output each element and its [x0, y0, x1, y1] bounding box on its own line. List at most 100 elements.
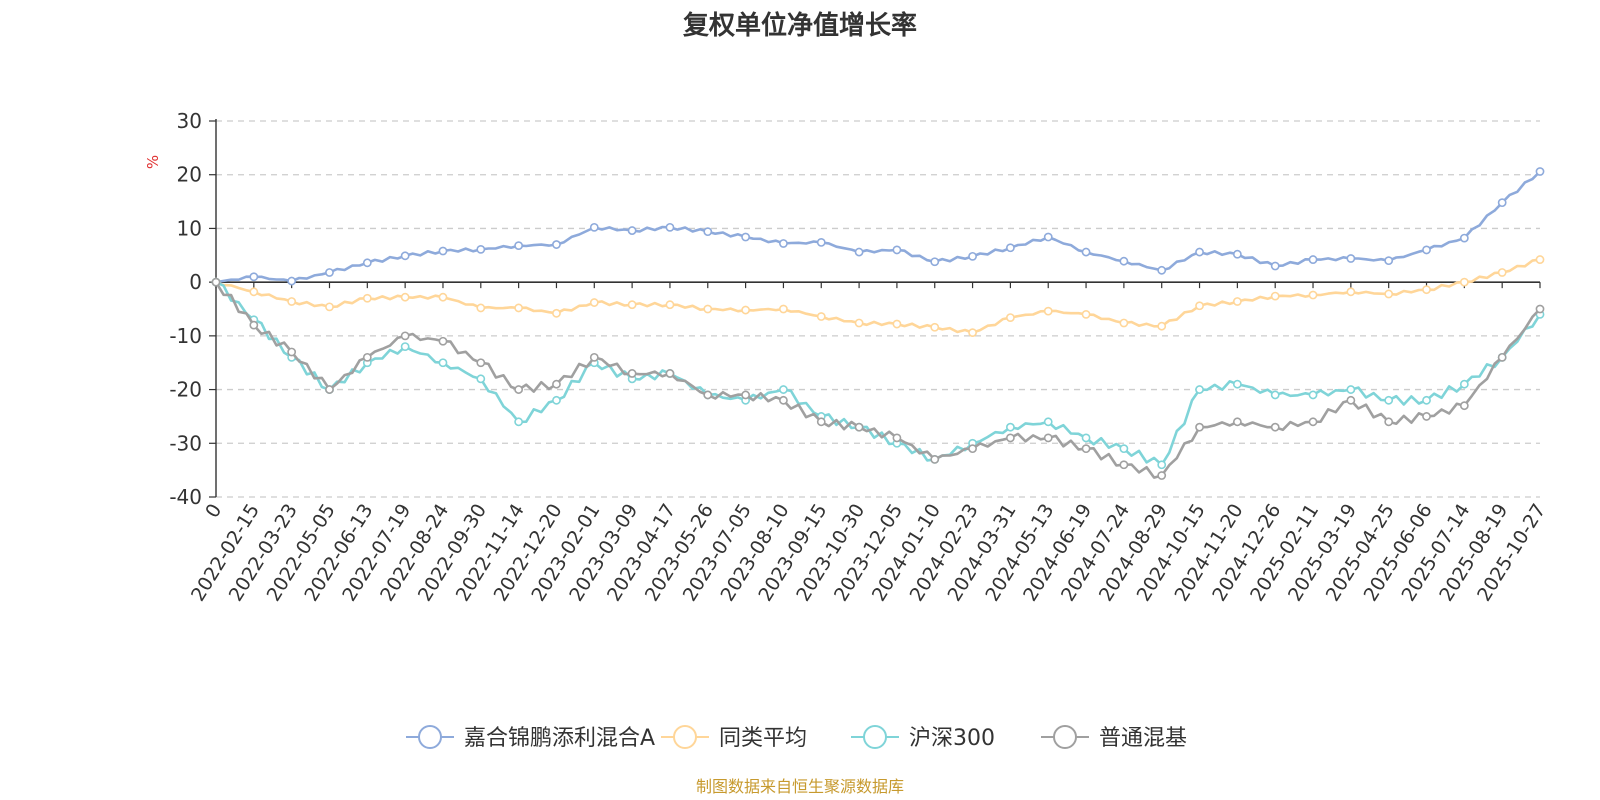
data-point: [1043, 433, 1053, 443]
data-point: [741, 232, 750, 242]
data-point: [1270, 261, 1280, 271]
data-point: [741, 390, 750, 400]
series-layer: [211, 167, 1545, 480]
y-tick-label: 30: [177, 109, 202, 133]
data-point: [476, 244, 486, 254]
legend-item[interactable]: 普通混基: [1041, 725, 1187, 751]
legend-marker: [673, 725, 697, 749]
data-point: [1081, 247, 1091, 257]
data-point: [816, 312, 826, 321]
data-point: [930, 454, 940, 464]
data-point: [589, 222, 599, 232]
data-point: [968, 444, 977, 454]
data-point: [816, 237, 826, 247]
data-point: [1232, 297, 1242, 306]
y-tick-label: 20: [177, 163, 202, 187]
data-point: [249, 287, 259, 297]
series-0: [211, 167, 1545, 287]
data-point: [1119, 318, 1129, 328]
data-point: [1081, 433, 1091, 443]
data-point: [1384, 289, 1394, 299]
y-axis-unit: %: [144, 155, 162, 169]
data-point: [1232, 249, 1242, 259]
data-point: [1043, 306, 1053, 316]
data-point: [1006, 243, 1015, 253]
data-point: [930, 257, 940, 267]
data-point: [1308, 255, 1318, 264]
data-point: [552, 379, 561, 389]
data-point: [1308, 290, 1318, 300]
legend-item[interactable]: 沪深300: [851, 725, 995, 751]
data-point: [1459, 401, 1469, 411]
data-point: [362, 352, 372, 362]
data-point: [514, 303, 524, 313]
data-point: [1195, 247, 1204, 257]
series-3: [211, 277, 1545, 480]
grid-lines: [216, 120, 1540, 498]
data-point: [892, 245, 902, 255]
data-point: [665, 369, 675, 378]
data-point: [552, 395, 561, 405]
legend-marker: [1053, 725, 1077, 749]
data-point: [779, 239, 788, 248]
data-point: [1157, 265, 1167, 275]
legend[interactable]: 嘉合锦鹏添利混合A 同类平均 沪深300 普通混基: [406, 725, 1187, 751]
data-point: [1459, 277, 1469, 287]
data-point: [627, 369, 637, 378]
data-point: [892, 433, 902, 443]
data-point: [1043, 417, 1053, 427]
data-point: [627, 226, 637, 235]
y-tick-label: 10: [177, 216, 202, 240]
data-point: [1157, 471, 1167, 480]
legend-label: 同类平均: [719, 726, 807, 751]
data-point: [1535, 255, 1545, 264]
data-point: [287, 297, 297, 306]
data-point: [325, 385, 334, 394]
data-point: [400, 331, 410, 341]
legend-label: 普通混基: [1099, 726, 1187, 751]
data-point: [703, 390, 713, 400]
data-point: [1270, 422, 1280, 432]
legend-marker: [418, 725, 442, 749]
data-point: [325, 302, 334, 312]
data-point: [627, 300, 637, 310]
data-point: [1232, 379, 1242, 389]
data-point: [1195, 301, 1204, 311]
data-point: [1157, 321, 1167, 331]
y-tick-label: 0: [189, 270, 202, 294]
data-point: [589, 298, 599, 307]
data-point: [1119, 444, 1129, 454]
data-point: [930, 322, 940, 332]
chart-title: 复权单位净值增长率: [683, 10, 917, 41]
data-point: [1422, 245, 1431, 255]
data-point: [438, 336, 448, 346]
data-point: [1535, 167, 1545, 176]
data-point: [779, 395, 788, 405]
data-point: [1195, 422, 1204, 432]
data-point: [1043, 232, 1053, 242]
series-line: [215, 280, 1542, 467]
legend-item[interactable]: 同类平均: [661, 725, 807, 751]
data-point: [816, 417, 826, 427]
data-point: [438, 292, 448, 302]
data-point: [438, 246, 448, 256]
legend-marker: [863, 725, 887, 749]
data-point: [779, 304, 788, 314]
y-axis: 30 20 10 0 -10 -20 -30 -40: [169, 109, 217, 509]
data-point: [476, 374, 486, 384]
data-point: [1308, 390, 1318, 400]
data-point: [362, 258, 372, 268]
data-point: [1422, 395, 1431, 405]
data-point: [552, 308, 561, 318]
data-point: [703, 227, 713, 237]
data-point: [362, 293, 372, 303]
data-point: [968, 251, 977, 261]
legend-item[interactable]: 嘉合锦鹏添利混合A: [406, 725, 655, 751]
data-point: [1497, 268, 1507, 277]
series-line: [214, 281, 1541, 479]
data-point: [703, 304, 713, 314]
data-point: [249, 320, 259, 330]
data-point: [514, 417, 524, 427]
data-point: [211, 277, 221, 287]
legend-label: 嘉合锦鹏添利混合A: [464, 726, 655, 751]
